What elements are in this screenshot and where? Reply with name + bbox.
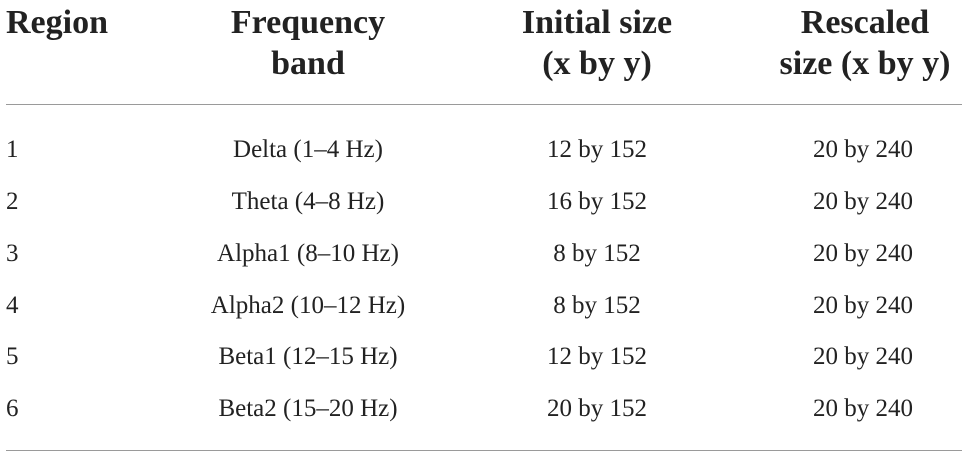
table-row: 2 Theta (4–8 Hz) 16 by 152 20 by 240: [0, 176, 968, 228]
header-rescaled-size: Rescaled size (x by y): [779, 4, 951, 82]
cell-region: 1: [6, 136, 19, 163]
table-row: 3 Alpha1 (8–10 Hz) 8 by 152 20 by 240: [0, 228, 968, 280]
table-row: 6 Beta2 (15–20 Hz) 20 by 152 20 by 240: [0, 383, 968, 435]
cell-rescaled-size: 20 by 240: [813, 343, 913, 370]
cell-region: 3: [6, 240, 19, 267]
header-region: Region: [6, 4, 108, 41]
cell-rescaled-size: 20 by 240: [813, 188, 913, 215]
cell-region: 6: [6, 395, 19, 422]
cell-rescaled-size: 20 by 240: [813, 136, 913, 163]
cell-initial-size: 8 by 152: [553, 240, 641, 267]
cell-frequency-band: Alpha2 (10–12 Hz): [210, 292, 406, 319]
cell-region: 5: [6, 343, 19, 370]
header-frequency-band: Frequency band: [230, 4, 386, 82]
cell-initial-size: 12 by 152: [547, 343, 647, 370]
cell-initial-size: 16 by 152: [547, 188, 647, 215]
table-bottom-rule: [6, 450, 962, 451]
table-row: 4 Alpha2 (10–12 Hz) 8 by 152 20 by 240: [0, 280, 968, 332]
cell-rescaled-size: 20 by 240: [813, 395, 913, 422]
cell-frequency-band: Theta (4–8 Hz): [231, 188, 385, 215]
cell-frequency-band: Delta (1–4 Hz): [233, 136, 383, 163]
header-initial-size: Initial size (x by y): [521, 4, 673, 82]
table-row: 5 Beta1 (12–15 Hz) 12 by 152 20 by 240: [0, 331, 968, 383]
cell-initial-size: 12 by 152: [547, 136, 647, 163]
cell-frequency-band: Alpha1 (8–10 Hz): [217, 240, 399, 267]
header-divider: [6, 104, 962, 105]
cell-initial-size: 8 by 152: [553, 292, 641, 319]
cell-region: 2: [6, 188, 19, 215]
cell-region: 4: [6, 292, 19, 319]
cell-initial-size: 20 by 152: [547, 395, 647, 422]
cell-frequency-band: Beta2 (15–20 Hz): [218, 395, 398, 422]
cell-rescaled-size: 20 by 240: [813, 292, 913, 319]
table-row: 1 Delta (1–4 Hz) 12 by 152 20 by 240: [0, 124, 968, 176]
cell-frequency-band: Beta1 (12–15 Hz): [218, 343, 398, 370]
cell-rescaled-size: 20 by 240: [813, 240, 913, 267]
table-header: Region Frequency band Initial size (x by…: [0, 0, 968, 104]
